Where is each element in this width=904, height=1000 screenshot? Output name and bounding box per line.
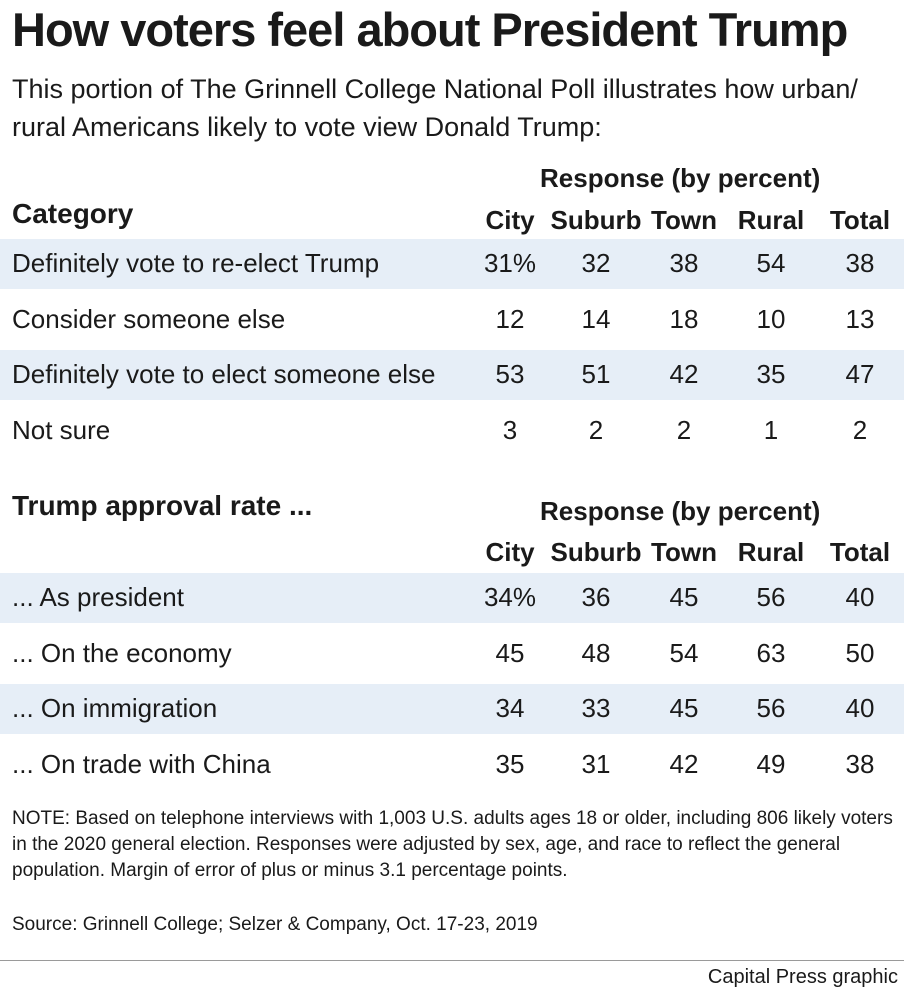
column-header-total: Total xyxy=(829,205,891,235)
cell-city: 35 xyxy=(495,748,525,779)
cell-suburb: 48 xyxy=(581,637,611,668)
cell-total: 50 xyxy=(845,637,875,668)
cell-total: 40 xyxy=(845,693,875,723)
credit-text: Capital Press graphic xyxy=(707,966,898,988)
note-text: NOTE: Based on telephone interviews with… xyxy=(12,808,893,881)
row-label: ... As president xyxy=(12,582,184,612)
table-row: Not sure 3 2 2 1 2 xyxy=(0,406,904,456)
cell-town: 42 xyxy=(669,748,699,779)
row-label: Consider someone else xyxy=(12,303,286,334)
cell-total: 38 xyxy=(845,748,875,779)
cell-suburb: 36 xyxy=(581,582,611,612)
cell-total: 2 xyxy=(852,414,868,445)
cell-city: 3 xyxy=(502,414,518,445)
cell-suburb: 32 xyxy=(581,248,611,278)
cell-rural: 56 xyxy=(756,693,786,723)
cell-rural: 63 xyxy=(756,637,786,668)
cell-total: 40 xyxy=(845,582,875,612)
cell-city: 12 xyxy=(495,303,525,334)
column-header-rural: Rural xyxy=(737,205,805,235)
table-row: Consider someone else 12 14 18 10 13 xyxy=(0,295,904,345)
cell-suburb: 31 xyxy=(581,748,611,779)
row-label: Definitely vote to re-elect Trump xyxy=(12,248,380,278)
column-header-town: Town xyxy=(651,537,717,567)
column-header-suburb: Suburb xyxy=(550,537,642,567)
cell-town: 45 xyxy=(669,693,699,723)
row-label: ... On the economy xyxy=(12,637,232,668)
response-header: Response (by percent) xyxy=(540,496,821,526)
column-header-city: City xyxy=(485,205,535,235)
table-row: ... On immigration 34 33 45 56 40 xyxy=(0,684,904,734)
row-label: ... On immigration xyxy=(12,693,218,723)
column-header-town: Town xyxy=(651,205,717,235)
cell-rural: 10 xyxy=(756,303,786,334)
category-header: Trump approval rate ... xyxy=(12,490,313,521)
response-header: Response (by percent) xyxy=(540,163,821,193)
row-label: Not sure xyxy=(12,414,111,445)
cell-suburb: 51 xyxy=(581,359,611,389)
column-header-city: City xyxy=(485,537,535,567)
cell-rural: 54 xyxy=(756,248,786,278)
subtitle: This portion of The Grinnell College Nat… xyxy=(12,74,858,142)
table-row: ... On the economy 45 48 54 63 50 xyxy=(0,629,904,679)
cell-total: 38 xyxy=(845,248,875,278)
cell-city: 31% xyxy=(483,248,537,278)
page-title: How voters feel about President Trump xyxy=(12,3,848,56)
table-row: Definitely vote to elect someone else 53 5… xyxy=(0,350,904,400)
cell-rural: 35 xyxy=(756,359,786,389)
table-row: Definitely vote to re-elect Trump 31% 32 38… xyxy=(0,239,904,289)
category-header: Category xyxy=(12,198,134,229)
cell-suburb: 14 xyxy=(581,303,611,334)
cell-town: 42 xyxy=(669,359,699,389)
cell-town: 2 xyxy=(676,414,692,445)
cell-total: 47 xyxy=(845,359,875,389)
table-row: ... On trade with China 35 31 42 49 38 xyxy=(0,740,904,790)
cell-suburb: 33 xyxy=(581,693,611,723)
cell-city: 45 xyxy=(495,637,525,668)
cell-total: 13 xyxy=(845,303,875,334)
cell-city: 34 xyxy=(495,693,525,723)
column-header-suburb: Suburb xyxy=(550,205,642,235)
cell-town: 38 xyxy=(669,248,699,278)
cell-suburb: 2 xyxy=(588,414,604,445)
cell-rural: 49 xyxy=(756,748,786,779)
row-label: ... On trade with China xyxy=(12,748,271,779)
cell-town: 45 xyxy=(669,582,699,612)
cell-town: 18 xyxy=(669,303,699,334)
column-header-rural: Rural xyxy=(737,537,805,567)
cell-city: 34% xyxy=(483,582,537,612)
table-row: ... As president 34% 36 45 56 40 xyxy=(0,573,904,623)
cell-rural: 1 xyxy=(763,414,779,445)
divider xyxy=(0,960,904,961)
source-text: Source: Grinnell College; Selzer & Compa… xyxy=(12,914,538,935)
cell-rural: 56 xyxy=(756,582,786,612)
cell-city: 53 xyxy=(495,359,525,389)
row-label: Definitely vote to elect someone else xyxy=(12,359,436,389)
column-header-total: Total xyxy=(829,537,891,567)
cell-town: 54 xyxy=(669,637,699,668)
